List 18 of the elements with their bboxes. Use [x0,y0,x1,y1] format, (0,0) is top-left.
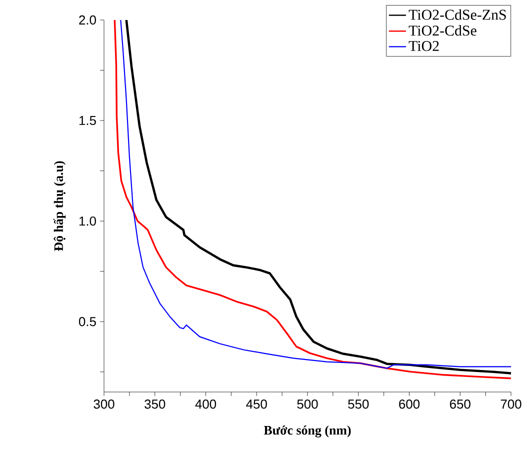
x-axis-title: Bước sóng (nm) [264,426,351,438]
x-tick-label: 600 [399,400,420,409]
x-tick-label: 550 [348,400,369,409]
x-tick-label: 400 [195,400,216,409]
y-tick-label: 0.5 [78,317,96,326]
y-axis-title: Độ hấp thụ (a.u) [53,161,66,252]
x-tick-label: 350 [144,400,166,409]
x-tick-label: 650 [450,400,470,409]
y-tick-label: 2.0 [79,15,96,25]
legend-label: TiO2 [408,41,439,52]
legend-label: TiO2-CdSe-ZnS [408,9,506,20]
x-tick-label: 300 [94,400,114,409]
legend-label: TiO2-CdSe [408,25,476,36]
x-tick-label: 500 [297,400,318,409]
y-tick-label: 1.0 [79,216,96,226]
x-tick-label: 450 [246,400,267,409]
x-tick-label: 700 [500,400,522,409]
y-tick-label: 1.5 [79,116,96,126]
